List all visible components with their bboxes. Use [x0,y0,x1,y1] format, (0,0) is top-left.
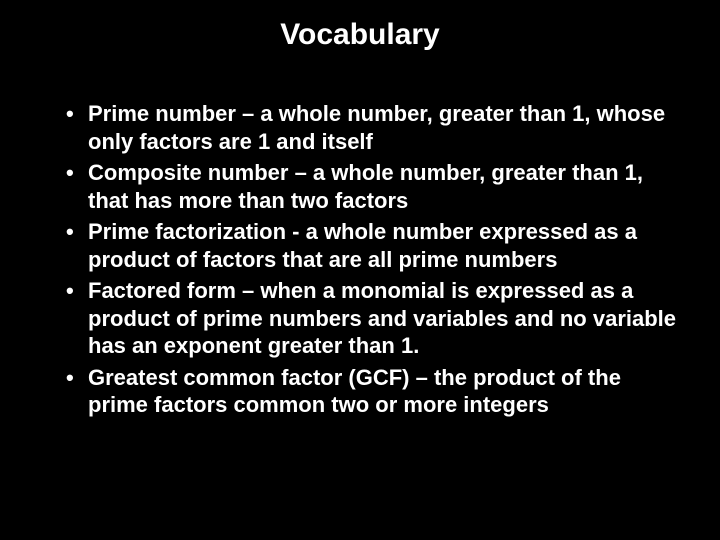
list-item: Greatest common factor (GCF) – the produ… [66,364,680,419]
slide: Vocabulary Prime number – a whole number… [0,0,720,540]
list-item: Composite number – a whole number, great… [66,159,680,214]
slide-title: Vocabulary [40,18,680,52]
list-item: Prime factorization - a whole number exp… [66,218,680,273]
list-item: Prime number – a whole number, greater t… [66,100,680,155]
bullet-list: Prime number – a whole number, greater t… [40,100,680,419]
list-item: Factored form – when a monomial is expre… [66,277,680,360]
